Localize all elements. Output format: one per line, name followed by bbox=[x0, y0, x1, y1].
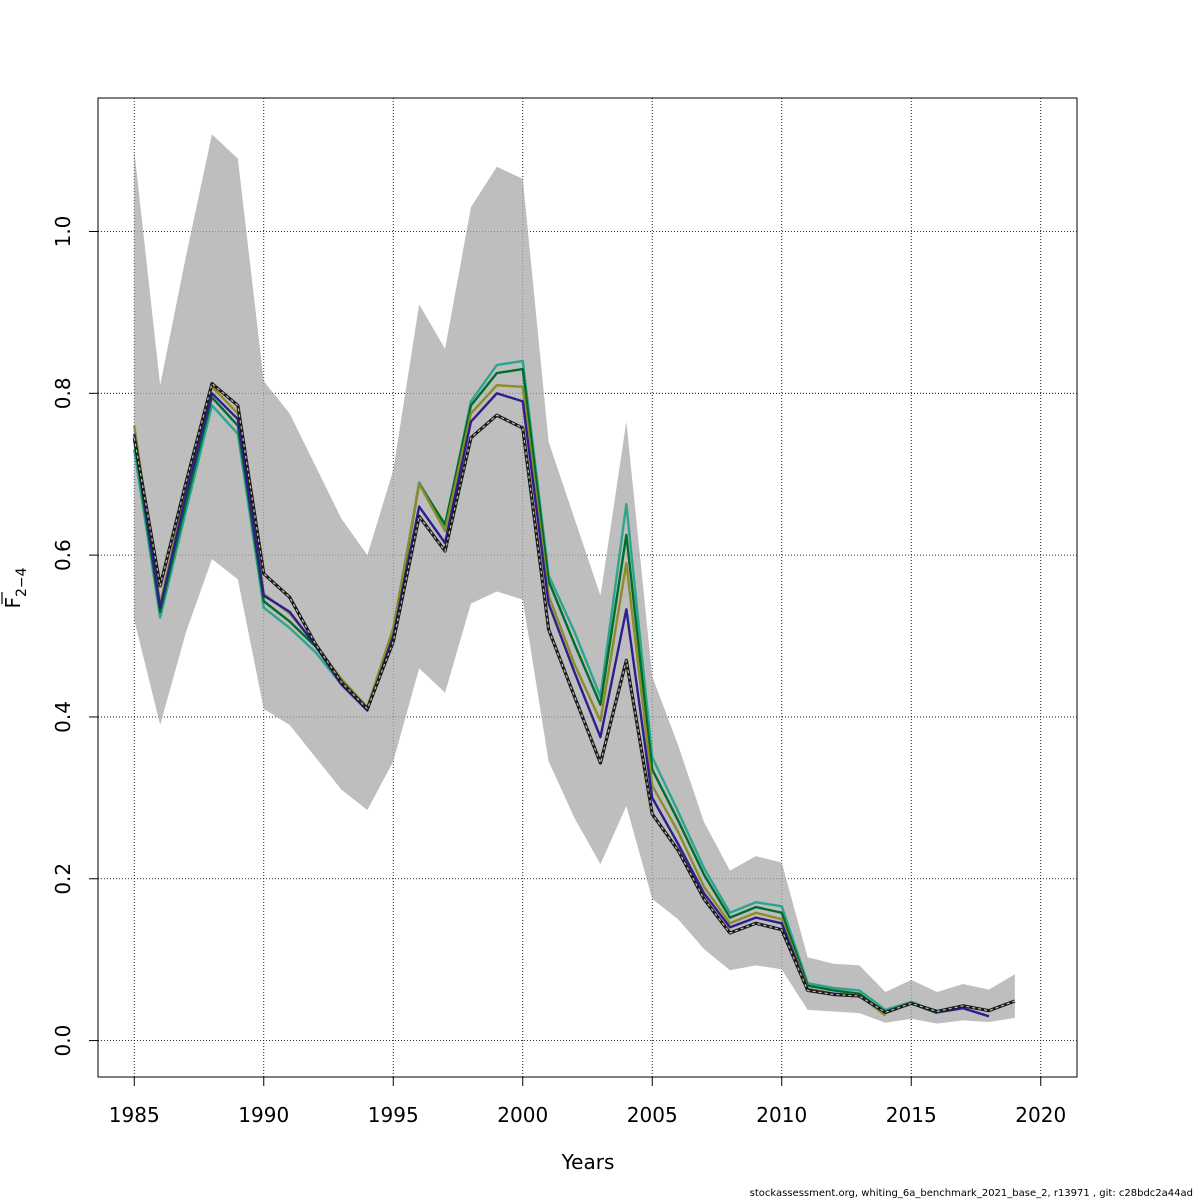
x-axis-title: Years bbox=[561, 1150, 615, 1174]
x-tick-label-4: 2005 bbox=[627, 1103, 678, 1127]
x-tick-label-0: 1985 bbox=[109, 1103, 160, 1127]
y-tick-label-0: 0.0 bbox=[51, 1025, 75, 1057]
y-axis: 0.0 0.2 0.4 0.6 0.8 1.0 bbox=[51, 216, 98, 1057]
x-axis: 1985 1990 1995 2000 2005 2010 2015 2020 bbox=[109, 1077, 1066, 1127]
y-tick-label-5: 1.0 bbox=[51, 216, 75, 248]
series-line-4 bbox=[132, 382, 1016, 1014]
y-tick-label-3: 0.6 bbox=[51, 539, 75, 571]
y-tick-label-2: 0.4 bbox=[51, 701, 75, 733]
series-lines bbox=[132, 359, 1016, 1018]
x-tick-label-2: 1995 bbox=[368, 1103, 419, 1127]
y-axis-title: F2−4 bbox=[1, 567, 30, 608]
y-tick-label-1: 0.2 bbox=[51, 863, 75, 895]
x-tick-label-7: 2020 bbox=[1015, 1103, 1066, 1127]
footer-credit: stockassessment.org, whiting_6a_benchmar… bbox=[749, 1188, 1193, 1199]
y-axis-title-sub: 2−4 bbox=[14, 567, 30, 597]
series-line-1 bbox=[133, 367, 938, 1015]
confidence-band bbox=[134, 134, 1015, 1024]
plot-frame bbox=[97, 97, 1078, 1078]
x-tick-label-1: 1990 bbox=[238, 1103, 289, 1127]
confidence-band-area bbox=[134, 134, 1015, 1024]
x-tick-label-6: 2015 bbox=[886, 1103, 937, 1127]
y-tick-label-4: 0.8 bbox=[51, 377, 75, 409]
y-axis-title-main: F bbox=[1, 597, 25, 609]
svg-text:F2−4: F2−4 bbox=[1, 567, 30, 608]
x-tick-label-5: 2010 bbox=[756, 1103, 807, 1127]
x-tick-label-3: 2000 bbox=[497, 1103, 548, 1127]
